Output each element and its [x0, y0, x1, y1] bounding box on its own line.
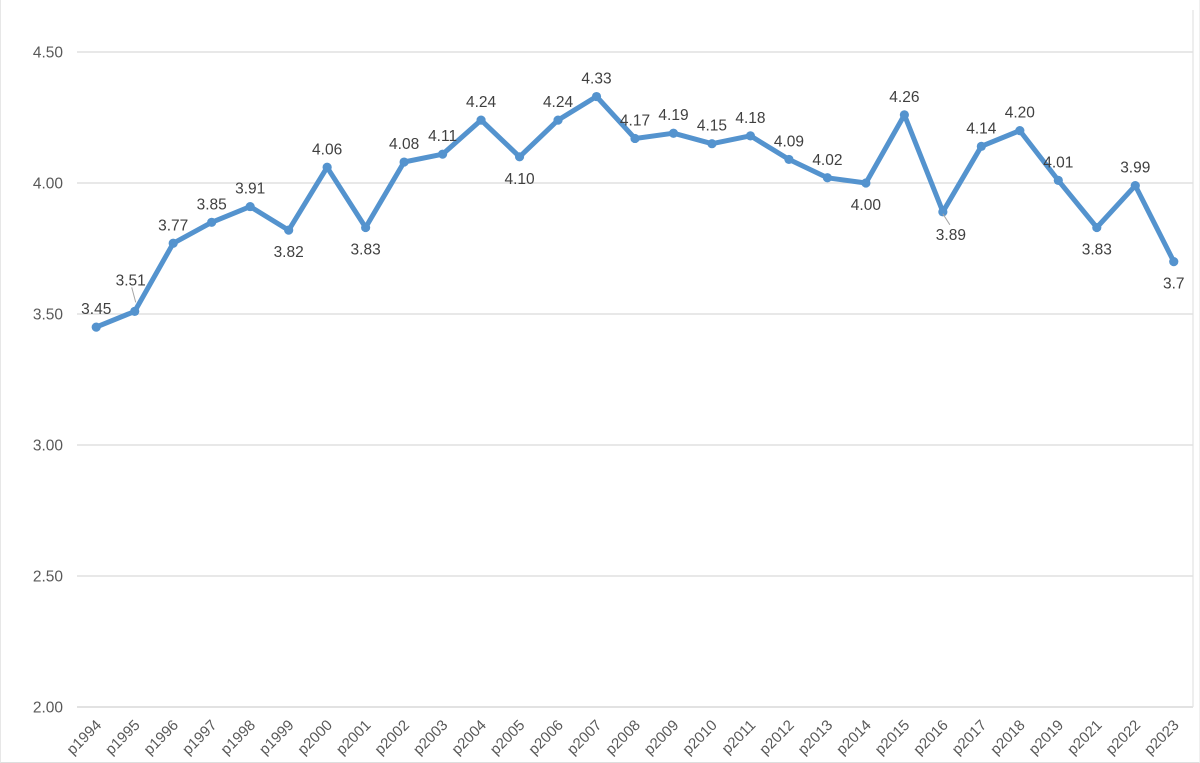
data-point-marker	[91, 322, 101, 332]
data-point-marker	[1130, 181, 1140, 191]
x-axis-tick-label: p2007	[564, 717, 606, 759]
x-axis-tick-label: p2003	[410, 717, 452, 759]
data-point-marker	[322, 162, 332, 172]
data-label: 4.24	[543, 94, 574, 111]
data-label: 3.83	[351, 242, 381, 259]
data-label: 4.18	[735, 110, 765, 127]
data-label: 3.51	[116, 272, 146, 289]
x-axis-tick-label: p2001	[333, 717, 375, 759]
data-point-marker	[630, 133, 640, 144]
data-label: 4.08	[389, 136, 419, 153]
x-axis-tick-label: p2016	[910, 717, 952, 759]
data-point-marker	[130, 306, 140, 316]
y-axis-tick-label: 3.00	[33, 438, 64, 455]
data-point-marker	[361, 222, 371, 233]
data-label: 4.00	[851, 197, 882, 214]
data-point-marker	[168, 238, 178, 248]
x-axis-tick-label: p2010	[679, 717, 721, 759]
data-point-marker	[861, 178, 871, 188]
data-point-marker	[822, 173, 833, 183]
x-axis-tick-label: p2009	[641, 717, 683, 759]
x-axis-tick-label: p1995	[102, 717, 144, 759]
data-point-marker	[1015, 126, 1025, 136]
x-axis-tick-label: p1998	[217, 717, 259, 759]
data-label: 3.89	[936, 227, 966, 244]
x-axis-tick-label: p2014	[833, 717, 875, 759]
data-label: 3.91	[235, 181, 265, 198]
x-axis-tick-label: p2018	[987, 717, 1029, 759]
data-label: 4.10	[504, 171, 535, 188]
data-point-marker	[1169, 257, 1179, 267]
data-point-marker	[784, 154, 794, 165]
data-label: 3.99	[1120, 160, 1150, 177]
x-axis-tick-label: p1996	[141, 717, 183, 759]
data-label: 4.02	[812, 152, 842, 169]
data-point-marker	[668, 128, 679, 138]
x-axis-tick-label: p2012	[756, 717, 798, 759]
data-point-marker	[976, 141, 986, 151]
x-axis-tick-label: p2008	[602, 717, 644, 759]
x-axis-tick-label: p2019	[1026, 717, 1068, 759]
data-label: 3.85	[197, 196, 227, 213]
data-label-leader-line	[131, 287, 137, 303]
x-axis-tick-label: p1997	[179, 717, 221, 759]
data-label: 3.45	[81, 301, 111, 318]
x-axis-tick-label: p1994	[64, 717, 106, 759]
data-label: 4.19	[658, 107, 688, 124]
data-label: 4.26	[889, 89, 919, 106]
data-point-marker	[707, 139, 717, 149]
data-label: 4.17	[620, 112, 650, 129]
data-label: 4.20	[1005, 105, 1036, 122]
y-axis-tick-label: 2.00	[33, 700, 64, 717]
x-axis-tick-label: p2015	[872, 717, 914, 759]
x-axis-tick-label: p2023	[1141, 717, 1183, 759]
x-axis-tick-label: p2017	[949, 717, 991, 759]
data-label: 4.33	[581, 71, 611, 88]
x-axis-tick-label: p2006	[525, 717, 567, 759]
data-label: 4.15	[697, 118, 727, 135]
data-point-marker	[745, 131, 756, 141]
data-point-marker	[284, 225, 294, 235]
data-point-marker	[245, 201, 255, 212]
y-axis-tick-label: 4.50	[33, 45, 64, 62]
y-axis-tick-label: 3.50	[33, 307, 64, 324]
x-axis-tick-label: p1999	[256, 717, 298, 759]
x-axis-tick-label: p2021	[1064, 717, 1106, 759]
data-label: 4.06	[312, 141, 342, 158]
data-point-marker	[207, 217, 217, 227]
data-label-leader-line	[942, 213, 951, 226]
data-label: 4.14	[966, 120, 997, 137]
data-point-marker	[1092, 222, 1102, 233]
x-axis-tick-label: p2000	[294, 717, 336, 759]
data-label: 4.09	[774, 133, 804, 150]
y-axis-tick-label: 2.50	[33, 569, 64, 586]
data-point-marker	[591, 91, 602, 102]
data-point-marker	[476, 115, 486, 125]
x-axis-tick-label: p2004	[448, 717, 490, 759]
data-label: 4.11	[428, 128, 457, 145]
data-point-marker	[899, 110, 909, 120]
data-label: 3.77	[158, 217, 188, 234]
y-axis-tick-label: 4.00	[33, 176, 64, 193]
data-line	[93, 94, 1177, 330]
data-label: 4.01	[1043, 154, 1073, 171]
data-point-marker	[1053, 175, 1063, 185]
data-label: 3.83	[1082, 242, 1112, 259]
x-axis-tick-label: p2005	[487, 717, 529, 759]
data-point-marker	[399, 157, 409, 167]
data-point-marker	[437, 149, 448, 159]
data-point-marker	[514, 152, 525, 162]
data-label: 4.24	[466, 94, 497, 111]
data-point-marker	[553, 115, 563, 125]
x-axis-tick-label: p2002	[371, 717, 413, 759]
x-axis-tick-label: p2011	[719, 717, 760, 758]
x-axis-tick-label: p2022	[1103, 717, 1145, 759]
data-label: 3.7	[1163, 276, 1185, 293]
data-point-marker	[938, 207, 948, 217]
data-label: 3.82	[274, 244, 304, 261]
x-axis-tick-label: p2013	[795, 717, 837, 759]
